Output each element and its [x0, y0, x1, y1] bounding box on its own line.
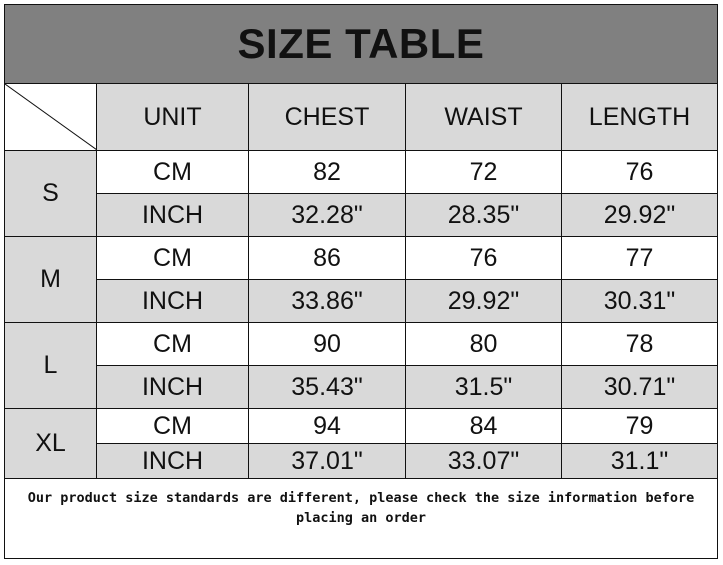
cell-unit: CM [96, 408, 249, 444]
cell-length: 78 [561, 322, 718, 366]
cell-unit: INCH [96, 443, 249, 479]
cell-length: 79 [561, 408, 718, 444]
cell-unit: CM [96, 150, 249, 194]
header-chest: CHEST [248, 83, 406, 151]
cell-chest: 32.28" [248, 193, 406, 237]
cell-waist: 28.35" [405, 193, 562, 237]
cell-chest: 90 [248, 322, 406, 366]
size-label: L [4, 322, 97, 409]
cell-waist: 31.5" [405, 365, 562, 409]
cell-length: 76 [561, 150, 718, 194]
table-title: SIZE TABLE [4, 4, 718, 84]
cell-unit: INCH [96, 365, 249, 409]
size-note: Our product size standards are different… [4, 478, 718, 559]
diagonal-line-icon [5, 84, 96, 150]
header-row: UNIT CHEST WAIST LENGTH [4, 83, 718, 151]
cell-waist: 29.92" [405, 279, 562, 323]
size-label: XL [4, 408, 97, 479]
table-row: INCH 35.43" 31.5" 30.71" [5, 365, 718, 409]
cell-chest: 35.43" [248, 365, 406, 409]
size-label: S [4, 150, 97, 237]
table-row: S CM 82 72 76 [4, 150, 718, 237]
cell-waist: 33.07" [405, 443, 562, 479]
cell-chest: 86 [248, 236, 406, 280]
cell-unit: CM [96, 236, 249, 280]
size-label: M [4, 236, 97, 323]
cell-waist: 76 [405, 236, 562, 280]
cell-waist: 80 [405, 322, 562, 366]
table-row: INCH 33.86" 29.92" 30.31" [5, 279, 718, 323]
corner-cell [4, 83, 97, 151]
table-row: M CM 86 76 77 [4, 236, 718, 323]
cell-waist: 84 [405, 408, 562, 444]
header-waist: WAIST [405, 83, 562, 151]
cell-length: 31.1" [561, 443, 718, 479]
cell-unit: INCH [96, 279, 249, 323]
cell-waist: 72 [405, 150, 562, 194]
cell-length: 30.31" [561, 279, 718, 323]
cell-unit: INCH [96, 193, 249, 237]
table-row: INCH 37.01" 33.07" 31.1" [5, 443, 718, 479]
header-length: LENGTH [561, 83, 718, 151]
cell-chest: 94 [248, 408, 406, 444]
cell-unit: CM [96, 322, 249, 366]
table-row: L CM 90 80 78 [4, 322, 718, 409]
table-row: XL CM 94 84 79 [4, 408, 718, 479]
header-unit: UNIT [96, 83, 249, 151]
table-row: INCH 32.28" 28.35" 29.92" [5, 193, 718, 237]
cell-length: 29.92" [561, 193, 718, 237]
size-table: SIZE TABLE UNIT CHEST WAIST LENGTH S CM 82… [4, 4, 718, 559]
cell-length: 30.71" [561, 365, 718, 409]
cell-chest: 37.01" [248, 443, 406, 479]
cell-length: 77 [561, 236, 718, 280]
cell-chest: 82 [248, 150, 406, 194]
cell-chest: 33.86" [248, 279, 406, 323]
